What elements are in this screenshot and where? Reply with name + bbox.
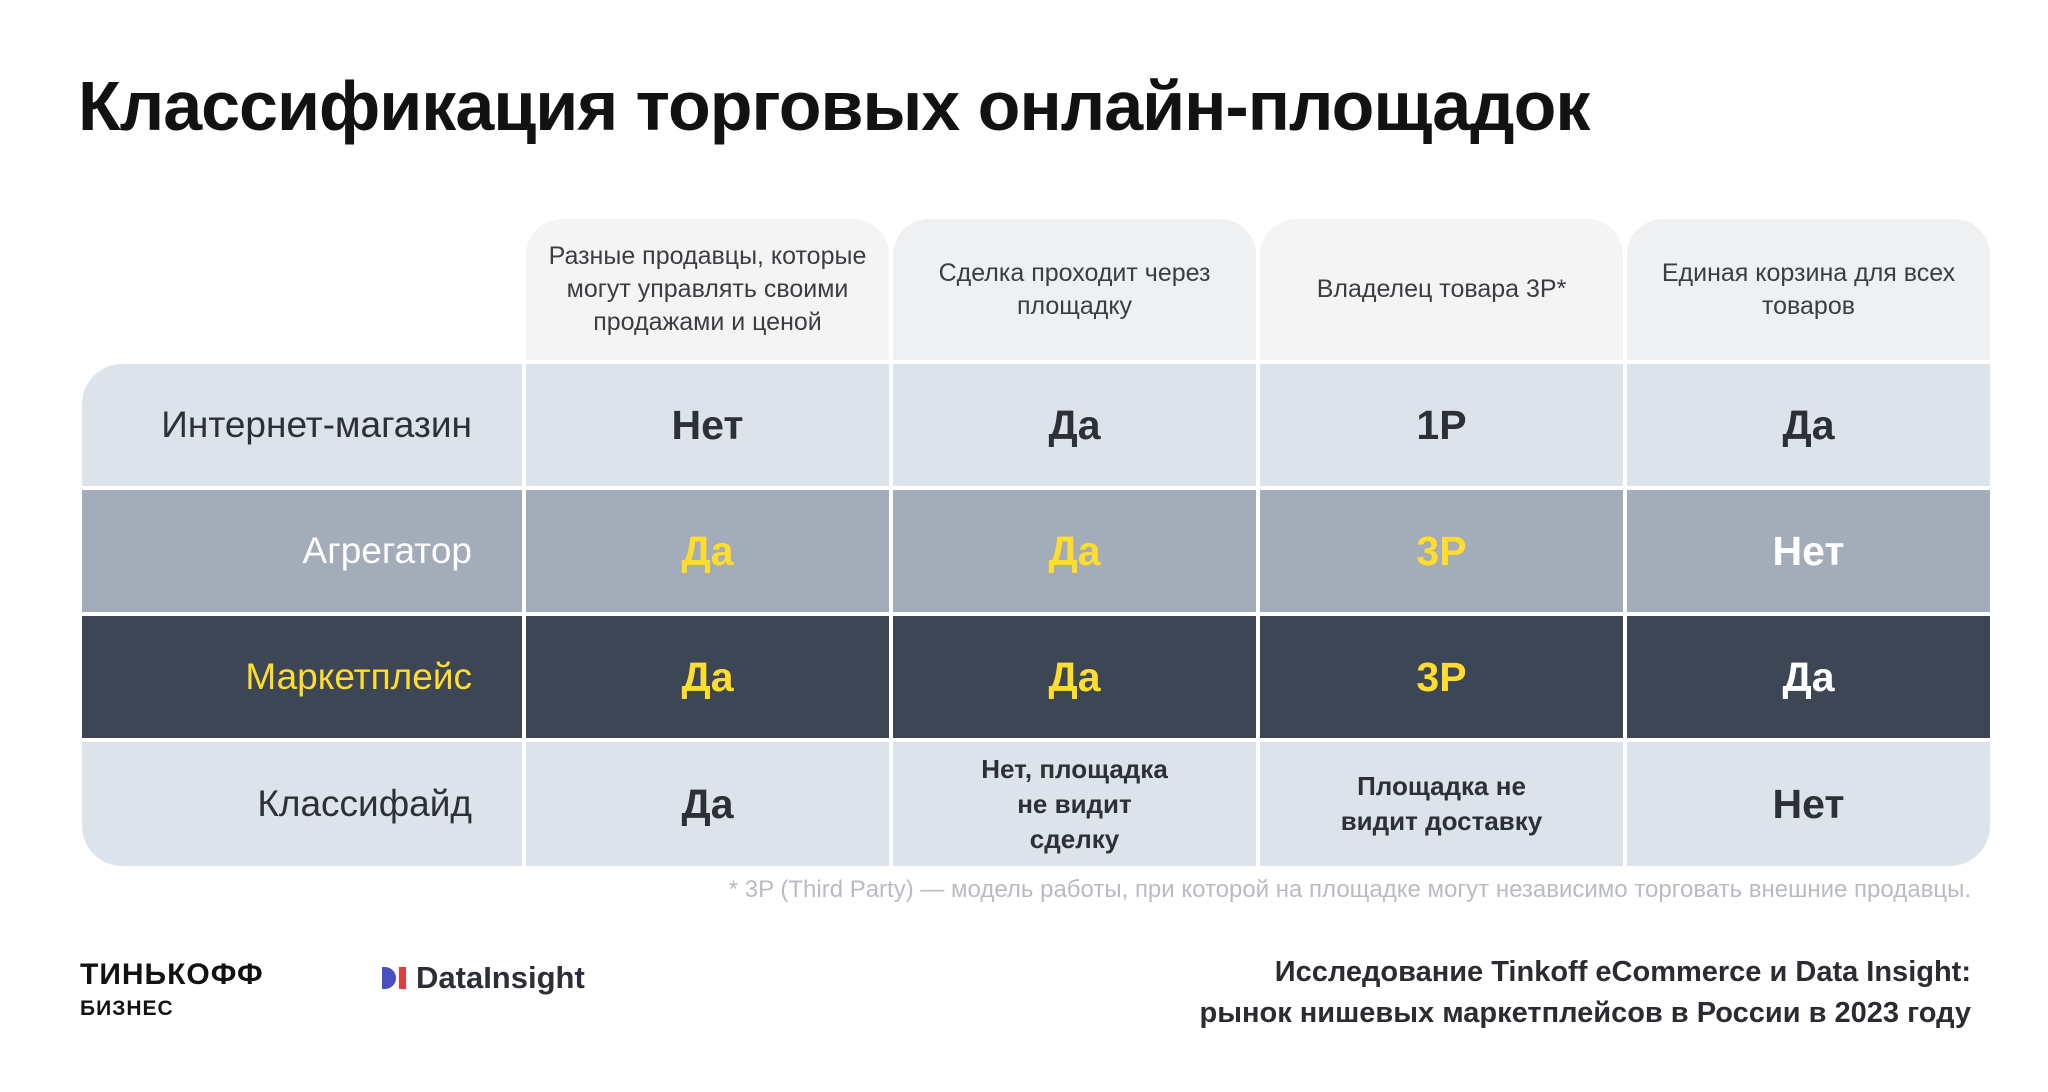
footnote: * 3P (Third Party) — модель работы, при … <box>728 876 1971 903</box>
table-cell-text: Площадка не видит доставку <box>1340 771 1543 836</box>
caption-line: рынок нишевых маркетплейсов в России в 2… <box>1199 997 1971 1029</box>
datainsight-logo: DataInsight <box>382 958 585 998</box>
datainsight-logo-text: DataInsight <box>416 960 585 995</box>
row-label: Агрегатор <box>82 490 522 612</box>
tinkoff-logo-text: ТИНЬКОФФ <box>80 958 264 991</box>
table-cell: 3P <box>1260 616 1623 738</box>
row-label: Интернет-магазин <box>82 364 522 486</box>
column-header: Разные продавцы, которые могут управлять… <box>526 219 889 360</box>
page-title: Классификация торговых онлайн-площадок <box>78 67 1590 145</box>
row-label: Классифайд <box>82 742 522 866</box>
classification-table: Разные продавцы, которые могут управлять… <box>82 219 1990 866</box>
column-header: Сделка проходит через площадку <box>893 219 1256 360</box>
table-cell: Площадка не видит доставку <box>1260 742 1623 866</box>
table-cell: Нет, площадка не видит сделку <box>893 742 1256 866</box>
tinkoff-logo-subtext: БИЗНЕС <box>80 997 174 1020</box>
table-cell: 3P <box>1260 490 1623 612</box>
table-cell: Да <box>526 490 889 612</box>
table-cell-text: Нет, площадка не видит сделку <box>981 753 1168 854</box>
caption-line: Исследование Tinkoff eCommerce и Data In… <box>1274 956 1971 988</box>
table-cell: Да <box>1627 616 1990 738</box>
table-cell: Да <box>526 742 889 866</box>
column-header: Владелец товара 3P* <box>1260 219 1623 360</box>
datainsight-mark-icon <box>382 967 406 989</box>
table-cell: Нет <box>1627 742 1990 866</box>
column-header: Единая корзина для всех товаров <box>1627 219 1990 360</box>
table-corner <box>82 219 522 360</box>
table-cell: Да <box>526 616 889 738</box>
table-cell: Да <box>893 616 1256 738</box>
table-cell: Нет <box>1627 490 1990 612</box>
row-label: Маркетплейс <box>82 616 522 738</box>
table-cell: Да <box>1627 364 1990 486</box>
source-caption: Исследование Tinkoff eCommerce и Data In… <box>1199 952 1971 1034</box>
table-cell: 1P <box>1260 364 1623 486</box>
tinkoff-business-logo: ТИНЬКОФФ БИЗНЕС <box>80 958 264 1026</box>
table-cell: Да <box>893 364 1256 486</box>
table-cell: Да <box>893 490 1256 612</box>
table-cell: Нет <box>526 364 889 486</box>
